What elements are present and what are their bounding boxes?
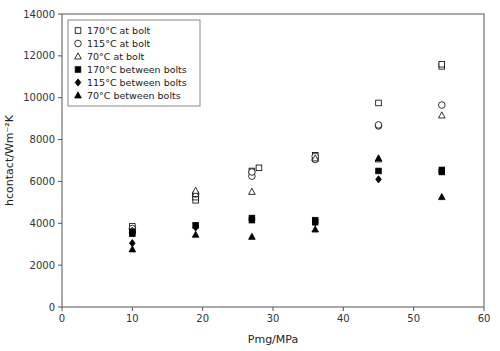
x-tick-label: 0 (59, 313, 65, 324)
x-tick-label: 60 (478, 313, 491, 324)
x-tick (343, 307, 344, 311)
y-tick-label: 10000 (23, 92, 55, 103)
x-tick (273, 307, 274, 311)
series (129, 112, 445, 233)
y-axis-label: hcontact/Wm⁻²K (3, 114, 16, 206)
legend-label: 70°C between bolts (87, 90, 181, 101)
point (192, 231, 199, 237)
legend-label: 115°C at bolt (87, 38, 151, 49)
legend-marker (75, 40, 82, 47)
x-tick-label: 40 (337, 313, 350, 324)
point (249, 169, 256, 176)
series (129, 102, 445, 232)
point (439, 193, 446, 199)
point (193, 224, 199, 231)
point (376, 100, 382, 106)
y-tick (58, 307, 62, 308)
point (376, 176, 382, 183)
y-tick (58, 55, 62, 56)
point (249, 215, 255, 222)
point (375, 155, 382, 161)
y-tick-label: 2000 (30, 260, 55, 271)
y-tick (58, 223, 62, 224)
legend-marker (75, 92, 82, 98)
point (439, 167, 445, 174)
y-tick-label: 4000 (30, 218, 55, 229)
point (439, 102, 446, 109)
y-tick-label: 6000 (30, 176, 55, 187)
point (256, 165, 262, 171)
y-tick (58, 181, 62, 182)
point (439, 61, 445, 67)
chart: 0 10 20 30 40 50 60 0 2000 4000 6000 8000 10000 12000… (0, 0, 500, 351)
x-axis-label: Pmg/MPa (248, 333, 298, 346)
y-tick-label: 14000 (23, 9, 55, 20)
x-tick (202, 307, 203, 311)
y-tick (58, 265, 62, 266)
legend-marker (75, 67, 81, 73)
legend: 170°C at bolt 115°C at bolt 70°C at bolt 17… (68, 20, 200, 106)
x-tick (132, 307, 133, 311)
legend-label: 170°C between bolts (87, 64, 187, 75)
y-tick (58, 97, 62, 98)
legend-label: 170°C at bolt (87, 25, 151, 36)
y-tick (58, 139, 62, 140)
point (312, 219, 318, 226)
x-tick (62, 307, 63, 311)
axes: 0 10 20 30 40 50 60 0 2000 4000 6000 8000 10000 12000… (23, 9, 490, 325)
y-tick (58, 14, 62, 15)
x-tick (484, 307, 485, 311)
point (129, 246, 136, 252)
point (249, 188, 256, 194)
x-tick-label: 50 (407, 313, 420, 324)
y-tick-label: 0 (49, 302, 55, 313)
point (439, 112, 446, 118)
legend-marker (75, 79, 81, 86)
series (129, 155, 445, 252)
x-tick-label: 30 (267, 313, 280, 324)
point (249, 233, 256, 239)
x-tick-label: 20 (196, 313, 209, 324)
plot-frame (62, 14, 484, 307)
legend-marker (75, 28, 81, 34)
legend-label: 70°C at bolt (87, 51, 145, 62)
point (312, 155, 319, 161)
point (192, 187, 199, 193)
y-tick-label: 8000 (30, 134, 55, 145)
legend-box (68, 20, 200, 106)
legend-marker (75, 53, 82, 59)
point (130, 229, 136, 235)
x-tick (413, 307, 414, 311)
point (312, 226, 319, 232)
point (375, 122, 382, 129)
point (376, 168, 382, 174)
series (130, 167, 445, 246)
x-tick-label: 10 (126, 313, 139, 324)
series (130, 167, 445, 236)
y-tick-label: 12000 (23, 50, 55, 61)
legend-label: 115°C between bolts (87, 77, 187, 88)
